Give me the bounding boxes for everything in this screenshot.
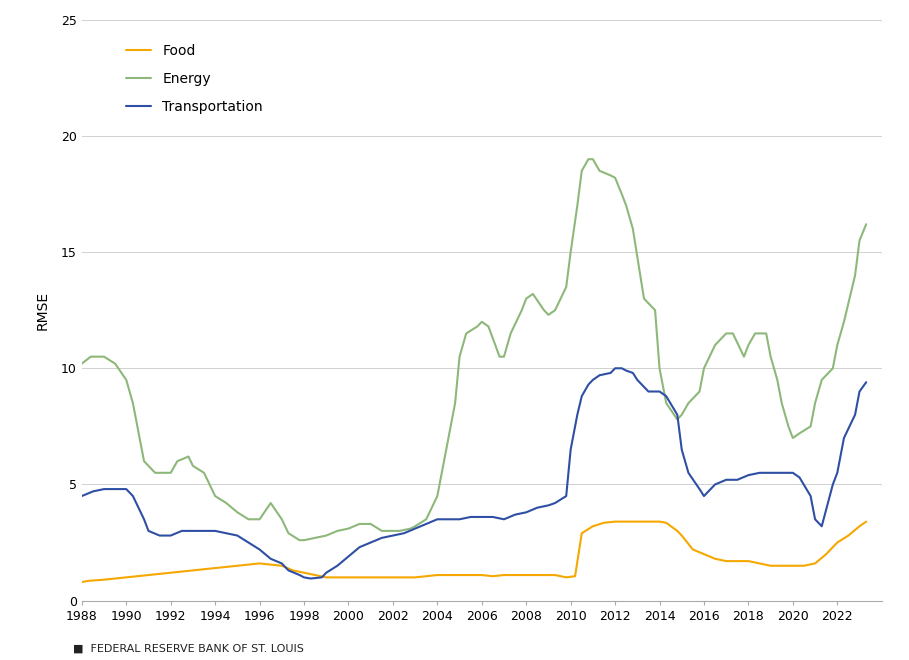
Line: Energy: Energy — [82, 159, 866, 540]
Energy — [295, 536, 305, 544]
Transportation — [165, 531, 176, 539]
Food — [76, 578, 87, 586]
Food — [610, 517, 621, 525]
Energy — [332, 527, 343, 535]
Y-axis label: RMSE: RMSE — [36, 290, 50, 330]
Food — [521, 571, 532, 579]
Transportation — [121, 485, 132, 493]
Transportation — [305, 575, 316, 583]
Legend: Food, Energy, Transportation: Food, Energy, Transportation — [121, 38, 268, 119]
Energy — [76, 360, 87, 368]
Transportation — [610, 364, 621, 372]
Transportation — [698, 492, 709, 500]
Energy — [110, 360, 121, 368]
Transportation — [98, 485, 109, 493]
Food — [255, 560, 265, 568]
Food — [532, 571, 543, 579]
Line: Food: Food — [82, 521, 866, 582]
Line: Transportation: Transportation — [82, 368, 866, 579]
Energy — [150, 469, 161, 477]
Text: ■  FEDERAL RESERVE BANK OF ST. LOUIS: ■ FEDERAL RESERVE BANK OF ST. LOUIS — [73, 644, 304, 653]
Food — [861, 517, 872, 525]
Energy — [527, 290, 538, 298]
Energy — [583, 155, 594, 163]
Transportation — [861, 378, 872, 386]
Energy — [721, 329, 732, 337]
Transportation — [76, 492, 87, 500]
Food — [798, 562, 809, 570]
Food — [243, 560, 254, 568]
Energy — [861, 220, 872, 228]
Transportation — [776, 469, 787, 477]
Energy — [576, 167, 587, 175]
Food — [343, 574, 354, 581]
Transportation — [510, 511, 521, 519]
